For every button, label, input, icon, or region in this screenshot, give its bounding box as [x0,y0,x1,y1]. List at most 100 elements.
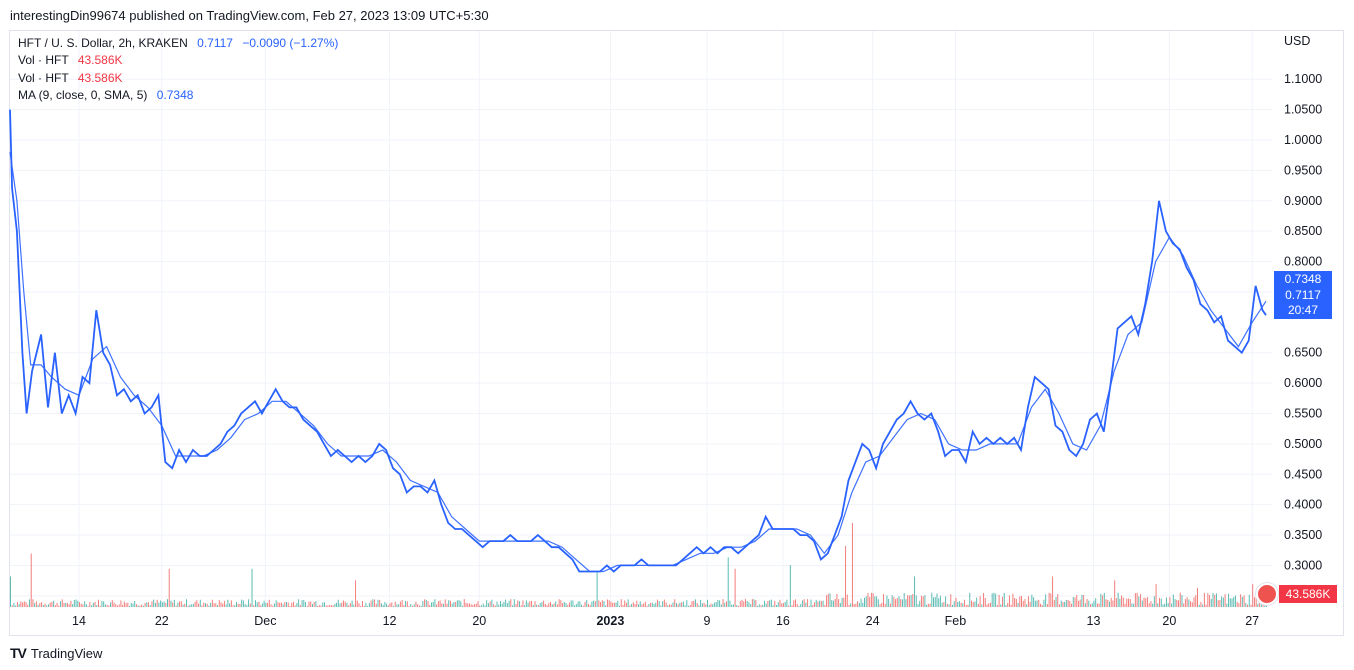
legend-symbol-row[interactable]: HFT / U. S. Dollar, 2h, KRAKEN 0.7117 −0… [18,35,338,52]
volume-bar [34,603,36,607]
volume-bar [70,600,72,607]
volume-bar [948,604,950,607]
volume-bar [632,602,634,607]
volume-bar [1245,602,1247,607]
volume-bar [669,604,671,607]
y-tick-label: 0.4000 [1284,498,1322,512]
volume-bar [84,601,86,607]
volume-bar [550,601,552,607]
tradingview-logo-icon: TV [10,645,27,661]
volume-bar [841,597,843,607]
volume-bar [839,603,841,607]
volume-bar [755,600,757,607]
legend-ma-row[interactable]: MA (9, close, 0, SMA, 5) 0.7348 [18,87,338,104]
volume-bar [643,603,645,607]
volume-bar [941,602,943,607]
volume-bar [223,600,225,607]
volume-bar [429,605,431,607]
volume-bar [1090,604,1092,607]
volume-bar [332,605,334,607]
volume-bar [222,603,224,607]
volume-bar [1226,603,1228,607]
publisher-info: interestingDin99674 published on Trading… [10,8,489,23]
volume-bar [907,595,909,607]
volume-bar [572,600,574,607]
volume-bar [989,602,991,607]
volume-bar [560,600,562,607]
volume-bar [527,602,529,607]
volume-bar [1205,604,1207,607]
volume-bar [130,602,132,607]
volume-bar [713,602,715,607]
volume-bar [289,605,291,607]
volume-bar [477,601,479,607]
volume-bar [418,605,420,607]
tradingview-logo[interactable]: TV TradingView [10,645,102,661]
volume-bar [970,600,972,607]
volume-bar [1091,603,1093,607]
volume-bar [23,601,25,607]
volume-bar [919,600,921,607]
volume-bar [277,602,279,607]
volume-bar [772,605,774,607]
volume-bar [662,601,664,607]
volume-bar [230,600,232,607]
volume-bar [943,601,945,607]
volume-bar [848,604,850,607]
volume-bar [15,605,17,607]
volume-bar [786,599,788,607]
volume-bar [917,604,919,607]
volume-bar [405,600,407,607]
volume-bar [94,601,96,607]
volume-bar [73,599,75,607]
volume-bar [1222,597,1224,607]
volume-bar [620,599,622,607]
legend-vol-row-2[interactable]: Vol · HFT 43.586K [18,70,338,87]
volume-bar [508,600,510,607]
volume-bar [248,599,250,607]
volume-bar [631,603,633,607]
volume-bar [462,605,464,607]
volume-bar [344,601,346,607]
volume-bar [104,604,106,607]
volume-bar [1093,600,1095,607]
y-tick-label: 0.3000 [1284,558,1322,572]
volume-bar [1029,601,1031,607]
volume-bar [770,599,772,607]
legend-vol-row[interactable]: Vol · HFT 43.586K [18,52,338,69]
volume-bar [1238,603,1240,607]
volume-bar [558,599,560,607]
x-tick-label: 20 [1162,614,1176,628]
volume-bar [953,601,955,607]
volume-bars [10,523,1267,607]
volume-bar [125,603,127,607]
volume-bar [510,599,512,607]
volume-bar [1202,604,1204,607]
y-tick-label: 0.4500 [1284,467,1322,481]
y-tick-label: 0.6000 [1284,376,1322,390]
volume-bar [1253,597,1255,607]
volume-bar [767,600,769,607]
volume-bar [748,602,750,607]
volume-bar [217,605,219,607]
volume-bar [127,602,129,607]
volume-bar [939,595,941,607]
volume-bar [501,603,503,607]
volume-bar [1077,600,1079,607]
volume-bar [160,600,162,607]
volume-bar [1153,596,1155,607]
legend-price: 0.7117 [197,36,233,50]
volume-bar [53,600,55,607]
volume-bar [491,599,493,607]
volume-bar [653,604,655,607]
volume-bar [208,605,210,607]
volume-bar [539,602,541,607]
y-tick-label: 0.9500 [1284,163,1322,177]
volume-bar [1183,603,1185,607]
volume-bar [25,602,27,607]
volume-bar [789,565,791,607]
volume-bar [1096,603,1098,607]
volume-bar [655,602,657,607]
volume-bar [1176,599,1178,607]
